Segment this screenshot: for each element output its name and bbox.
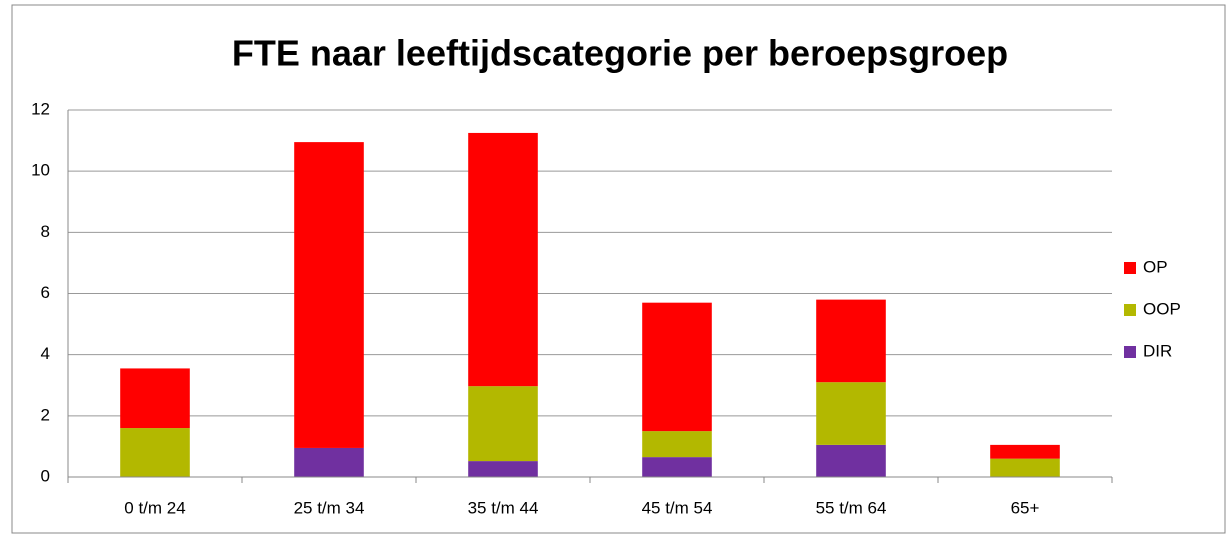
legend-label: OOP (1143, 299, 1181, 318)
x-tick-label: 25 t/m 34 (294, 498, 365, 517)
x-tick-label: 35 t/m 44 (468, 498, 539, 517)
bar-segment (816, 444, 886, 477)
legend-swatch (1124, 346, 1136, 358)
chart-title: FTE naar leeftijdscategorie per beroepsg… (232, 33, 1008, 74)
bar-segment (642, 302, 712, 432)
bar-segment (120, 368, 190, 429)
bar-segment (120, 428, 190, 477)
bar-segment (816, 382, 886, 445)
y-tick-label: 2 (41, 405, 50, 424)
y-tick-label: 8 (41, 222, 50, 241)
x-tick-label: 65+ (1011, 498, 1040, 517)
bar-segment (990, 458, 1060, 477)
bar-segment (816, 299, 886, 383)
legend-swatch (1124, 304, 1136, 316)
x-tick-label: 0 t/m 24 (124, 498, 185, 517)
legend-swatch (1124, 262, 1136, 274)
y-tick-label: 6 (41, 283, 50, 302)
legend-label: OP (1143, 257, 1168, 276)
bar-segment (642, 431, 712, 458)
legend-label: DIR (1143, 341, 1172, 360)
y-tick-label: 4 (41, 344, 50, 363)
bar-segment (294, 447, 364, 477)
y-tick-label: 0 (41, 466, 50, 485)
bar-segment (468, 461, 538, 477)
bar-segment (468, 132, 538, 387)
y-tick-label: 10 (31, 161, 50, 180)
x-tick-label: 45 t/m 54 (642, 498, 713, 517)
bar-segment (990, 444, 1060, 459)
bar-segment (294, 142, 364, 448)
x-tick-label: 55 t/m 64 (816, 498, 887, 517)
bar-segment (468, 386, 538, 462)
y-tick-label: 12 (31, 99, 50, 118)
bar-segment (642, 457, 712, 477)
